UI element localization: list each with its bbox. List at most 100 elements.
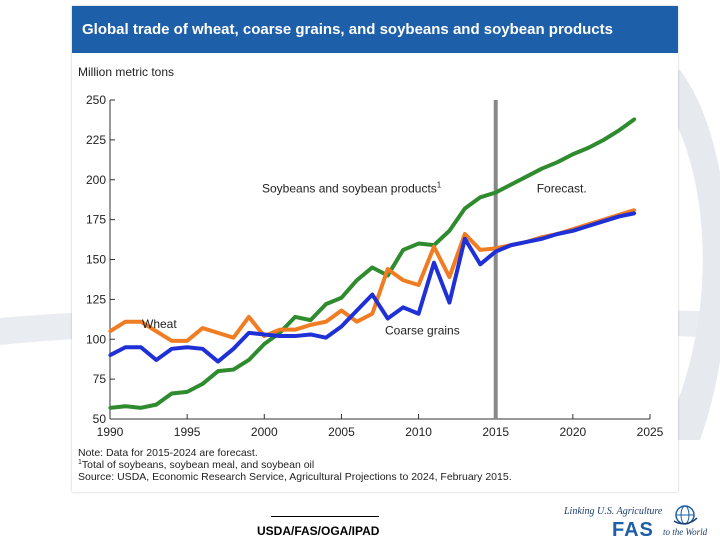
coarse-grains-data-point [432,261,436,265]
coarse-grains-data-point [324,336,328,340]
y-tick-label: 225 [86,133,106,147]
wheat-data-point [123,320,128,324]
coarse-grains-data-point [540,237,544,241]
note-line-1: Note: Data for 2015-2024 are forecast. [78,447,258,459]
wheat-series-line [108,208,636,343]
soybeans-and-soybean-products-data-point [478,195,482,199]
coarse-grains-data-point [586,224,590,228]
soybeans-and-soybean-products-data-point [293,315,297,319]
coarse-grains-data-point [494,249,498,254]
soybeans-series-label: Soybeans and soybean products1 [262,181,442,196]
coarse-grains-data-point [478,262,482,266]
soybeans-and-soybean-products-data-point [602,138,606,142]
coarse-grains-data-point [401,305,405,309]
wheat-data-point [324,320,328,324]
coarse-grains-data-point [416,312,421,316]
soybeans-and-soybean-products-data-point [170,391,174,396]
coarse-grains-data-point [247,331,251,335]
soybeans-and-soybean-products-data-point [262,342,266,346]
soybeans-and-soybean-products-data-point [308,318,313,322]
x-tick-label: 2020 [560,425,587,439]
y-tick-label: 200 [86,173,106,187]
wheat-data-point [216,331,220,335]
wheat-data-point [200,326,205,330]
soybeans-and-soybean-products-data-point [555,160,560,164]
y-tick-label: 150 [86,253,106,267]
coarse-grains-data-point [231,347,236,351]
x-tick-label: 1990 [97,425,124,439]
soybeans-and-soybean-products-data-point [494,190,498,195]
soybeans-and-soybean-products-data-point [324,302,328,306]
coarse-grains-data-point [370,292,374,297]
note-text: Total of soybeans, soybean meal, and soy… [82,459,314,471]
coarse-grains-data-point [293,334,297,338]
coarse-grains-data-point [139,345,143,349]
footer-rule [271,516,379,517]
logo-wordmark: FAS [612,519,654,541]
coarse-grains-data-point [617,214,621,219]
wheat-data-point [154,329,158,333]
soybeans-and-soybean-products-data-point [617,128,621,132]
wheat-data-point [355,320,359,324]
coarse-grains-data-point [571,229,575,233]
coarse-grains-data-point [185,345,189,349]
coarse-grains-data-point [355,308,359,313]
wheat-data-point [108,329,112,333]
coarse-grains-data-point [308,332,313,337]
wheat-data-point [632,208,637,212]
x-tick-label: 2010 [405,425,432,439]
wheat-data-point [293,328,297,332]
soybeans-and-soybean-products-data-point [154,403,158,407]
wheat-data-point [308,323,313,327]
soybeans-and-soybean-products-data-point [509,182,513,187]
fas-logo: Linking U.S. Agriculture FAS to the Worl… [560,500,718,541]
soybeans-and-soybean-products-data-point [123,404,128,408]
soybeans-and-soybean-products-data-point [355,278,359,282]
wheat-series-label: Wheat [142,317,177,331]
coarse-grains-data-point [123,345,128,349]
wheat-data-point [185,339,189,343]
wheat-data-point [432,245,436,249]
soybeans-and-soybean-products-data-point [416,241,421,246]
wheat-data-point [463,232,467,236]
soybeans-and-soybean-products-data-point [524,174,529,179]
globe-icon [673,505,698,525]
wheat-data-point [478,248,482,252]
coarse-grains-data-point [108,353,112,357]
coarse-grains-data-point [555,232,560,236]
coarse-grains-data-point [447,300,452,305]
y-tick-label: 50 [93,412,107,426]
soybeans-and-soybean-products-data-point [632,117,637,121]
x-tick-label: 2015 [482,425,509,439]
wheat-data-point [278,328,282,332]
logo-tagline: Linking U.S. Agriculture [564,506,663,517]
coarse-grains-data-point [216,359,220,364]
line-chart: Million metric tons 50 75 100 125 150 175 200 2… [78,65,664,483]
y-axis-label: Million metric tons [78,65,174,79]
x-tick-label: 1995 [174,425,201,439]
wheat-data-point [370,312,374,316]
coarse-grains-data-point [602,219,606,223]
coarse-grains-data-point [463,237,467,241]
coarse-grains-data-point [262,332,266,337]
wheat-data-point [416,283,421,287]
wheat-data-point [401,278,405,282]
coarse-grains-data-point [632,211,637,215]
soybeans-label-superscript: 1 [437,181,442,190]
y-tick-label: 125 [86,292,106,306]
y-tick-label: 175 [86,213,106,227]
coarse-grains-data-point [509,243,513,247]
soybeans-and-soybean-products-data-point [586,146,590,150]
coarse-grains-data-point [200,347,205,351]
x-tick-label: 2005 [328,425,355,439]
chart-title: Global trade of wheat, coarse grains, an… [72,6,678,53]
y-tick-label: 100 [86,332,106,346]
soybeans-and-soybean-products-data-point [247,358,251,362]
chart-panel: Global trade of wheat, coarse grains, an… [72,6,678,492]
coarse-grains-data-point [339,324,344,329]
wheat-data-point [247,315,251,319]
note-superscript: 1 [78,459,82,466]
soybeans-and-soybean-products-data-point [463,206,467,211]
wheat-data-point [170,339,174,343]
coarse-grains-data-point [154,358,158,362]
